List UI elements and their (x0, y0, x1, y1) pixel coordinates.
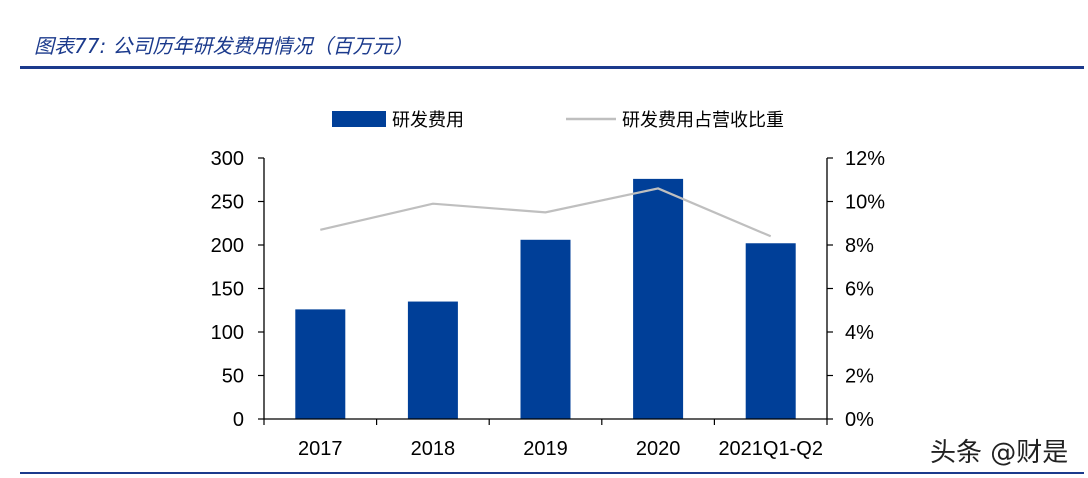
bar-series (295, 178, 796, 419)
x-tick-label: 2017 (298, 438, 343, 460)
right-tick-label: 12% (845, 148, 885, 170)
x-tick-label: 2020 (636, 438, 681, 460)
left-tick-label: 100 (211, 322, 244, 344)
right-tick-label: 6% (845, 279, 874, 301)
figure-title: 图表77: 公司历年研发费用情况（百万元） (34, 34, 413, 58)
x-tick-label: 2021Q1-Q2 (718, 438, 823, 460)
left-tick-label: 300 (211, 148, 244, 170)
x-tick-label: 2018 (411, 438, 456, 460)
bar-2021Q1-Q2 (745, 243, 796, 419)
left-tick-label: 200 (211, 235, 244, 257)
bar-2019 (520, 239, 571, 419)
bar-2017 (295, 309, 346, 419)
legend-label-line: 研发费用占营收比重 (622, 110, 784, 131)
bar-2018 (407, 301, 458, 419)
right-tick-label: 10% (845, 192, 885, 214)
line-series (320, 187, 772, 238)
axes: 0 50 100 150 200 250 300 0% 2% 4% 6% 8% 10% 12% 2017 20… (211, 148, 886, 460)
left-tick-label: 250 (211, 192, 244, 214)
legend-label-bar: 研发费用 (392, 110, 464, 131)
legend: 研发费用 研发费用占营收比重 (332, 110, 784, 131)
right-tick-label: 4% (845, 322, 874, 344)
bottom-divider (20, 472, 1084, 474)
legend-swatch-bar (332, 111, 386, 127)
right-tick-label: 2% (845, 366, 874, 388)
left-tick-label: 50 (222, 366, 244, 388)
left-tick-label: 150 (211, 279, 244, 301)
watermark-text: 头条 @财是 (930, 438, 1069, 468)
bar-2020 (633, 178, 684, 419)
top-divider (20, 66, 1084, 69)
x-tick-label: 2019 (523, 438, 568, 460)
right-tick-label: 0% (845, 409, 874, 431)
right-tick-label: 8% (845, 235, 874, 257)
left-tick-label: 0 (233, 409, 244, 431)
